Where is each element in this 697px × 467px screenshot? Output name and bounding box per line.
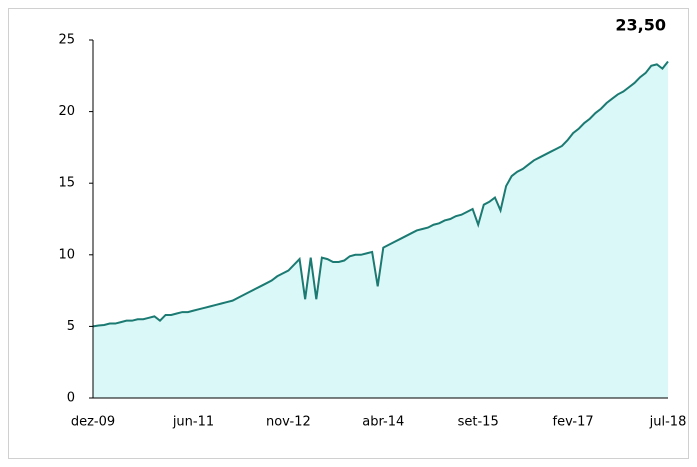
line	[92, 60, 669, 328]
y-tick-label: 25	[58, 33, 75, 48]
x-tick-label: abr-14	[362, 415, 404, 430]
area	[93, 61, 668, 398]
y-tick-label: 0	[67, 391, 75, 406]
x-tick-label: jun-11	[172, 415, 214, 430]
y-tick-label: 10	[58, 247, 75, 262]
chart-frame	[8, 8, 689, 459]
y-tick-label: 15	[58, 176, 75, 191]
x-tick-label: dez-09	[71, 415, 115, 430]
annotation: 23,50	[615, 16, 666, 35]
x-tick-label: fev-17	[553, 415, 594, 430]
x-tick-label: jul-18	[649, 415, 687, 430]
y-tick-label: 20	[58, 104, 75, 119]
y-tick-label: 5	[67, 319, 75, 334]
x-tick-label: nov-12	[266, 415, 311, 430]
x-tick-label: set-15	[458, 415, 499, 430]
